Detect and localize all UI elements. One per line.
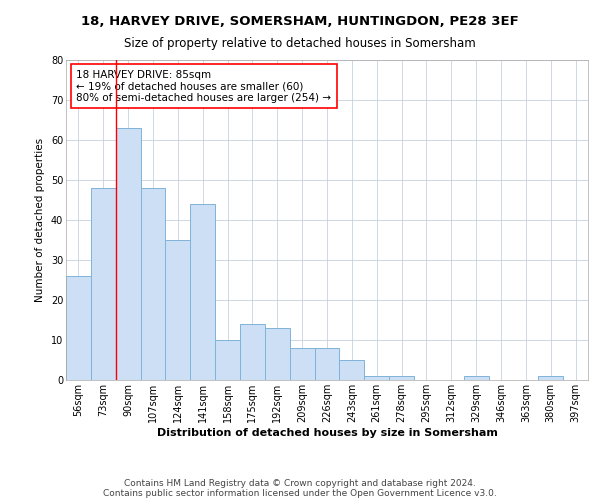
Bar xyxy=(190,204,215,380)
Bar xyxy=(265,328,290,380)
Bar xyxy=(389,376,414,380)
Bar xyxy=(314,348,340,380)
Text: 18 HARVEY DRIVE: 85sqm
← 19% of detached houses are smaller (60)
80% of semi-det: 18 HARVEY DRIVE: 85sqm ← 19% of detached… xyxy=(76,70,331,103)
Bar xyxy=(290,348,314,380)
Text: 18, HARVEY DRIVE, SOMERSHAM, HUNTINGDON, PE28 3EF: 18, HARVEY DRIVE, SOMERSHAM, HUNTINGDON,… xyxy=(81,15,519,28)
Bar xyxy=(140,188,166,380)
Bar xyxy=(364,376,389,380)
Bar xyxy=(538,376,563,380)
Text: Contains HM Land Registry data © Crown copyright and database right 2024.: Contains HM Land Registry data © Crown c… xyxy=(124,478,476,488)
Bar xyxy=(340,360,364,380)
Bar xyxy=(91,188,116,380)
Bar xyxy=(116,128,140,380)
Text: Contains public sector information licensed under the Open Government Licence v3: Contains public sector information licen… xyxy=(103,488,497,498)
Y-axis label: Number of detached properties: Number of detached properties xyxy=(35,138,45,302)
Bar xyxy=(215,340,240,380)
Text: Size of property relative to detached houses in Somersham: Size of property relative to detached ho… xyxy=(124,38,476,51)
Bar xyxy=(240,324,265,380)
Bar xyxy=(66,276,91,380)
X-axis label: Distribution of detached houses by size in Somersham: Distribution of detached houses by size … xyxy=(157,428,497,438)
Bar xyxy=(464,376,488,380)
Bar xyxy=(166,240,190,380)
